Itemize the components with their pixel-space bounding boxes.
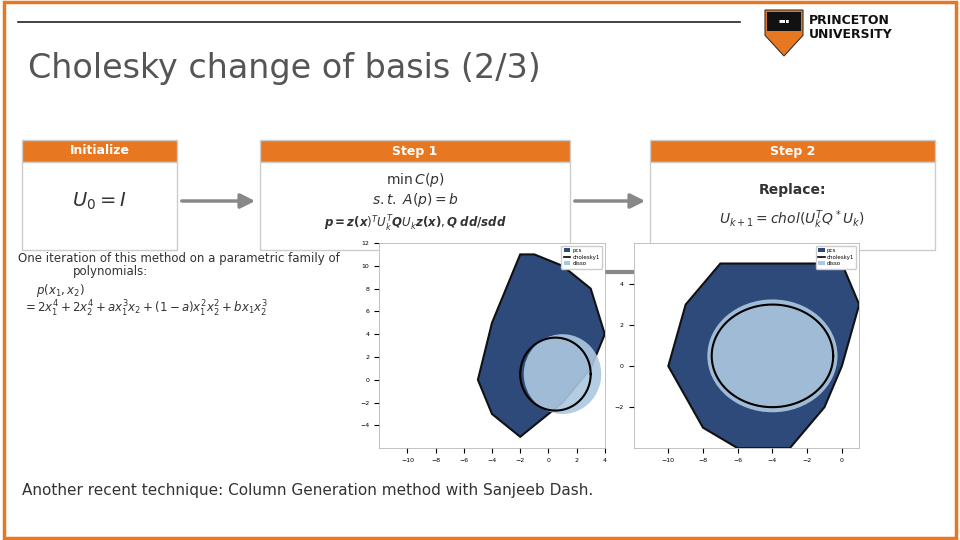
Polygon shape xyxy=(478,254,605,437)
FancyBboxPatch shape xyxy=(22,162,177,250)
Text: Replace:: Replace: xyxy=(758,183,827,197)
FancyBboxPatch shape xyxy=(650,162,935,250)
Text: Cholesky change of basis (2/3): Cholesky change of basis (2/3) xyxy=(28,52,540,85)
Legend: pcs, cholesky1, disso: pcs, cholesky1, disso xyxy=(816,246,856,268)
Text: $\min\,C(p)$: $\min\,C(p)$ xyxy=(386,171,444,189)
Text: Step 2: Step 2 xyxy=(770,145,815,158)
Text: Another recent technique: Column Generation method with Sanjeeb Dash.: Another recent technique: Column Generat… xyxy=(22,483,593,497)
Text: polynomials:: polynomials: xyxy=(73,265,148,278)
Text: ▪▪▪: ▪▪▪ xyxy=(779,18,790,23)
Ellipse shape xyxy=(524,334,601,414)
Text: $U_{k+1} = chol(U_k^T Q^* U_k)$: $U_{k+1} = chol(U_k^T Q^* U_k)$ xyxy=(719,208,866,231)
Legend: pcs, cholesky1, disso: pcs, cholesky1, disso xyxy=(562,246,602,268)
Polygon shape xyxy=(668,264,859,448)
Ellipse shape xyxy=(708,299,837,413)
FancyBboxPatch shape xyxy=(260,162,570,250)
FancyBboxPatch shape xyxy=(650,140,935,162)
Text: $\boldsymbol{p = z(x)^T U_k^T Q U_k z(x), Q\;dd/sdd}$: $\boldsymbol{p = z(x)^T U_k^T Q U_k z(x)… xyxy=(324,214,506,234)
Text: Initialize: Initialize xyxy=(69,145,130,158)
Text: One iteration of this method on a parametric family of: One iteration of this method on a parame… xyxy=(18,252,340,265)
Text: $U_0 = I$: $U_0 = I$ xyxy=(72,191,127,212)
Text: $s.t.\;A(p) = b$: $s.t.\;A(p) = b$ xyxy=(372,191,459,209)
Text: UNIVERSITY: UNIVERSITY xyxy=(809,28,893,41)
Text: $= 2x_1^4 + 2x_2^4 + ax_1^3 x_2 + (1-a)x_1^2 x_2^2 + bx_1 x_2^3$: $= 2x_1^4 + 2x_2^4 + ax_1^3 x_2 + (1-a)x… xyxy=(23,299,268,319)
Text: PRINCETON: PRINCETON xyxy=(809,14,890,27)
FancyBboxPatch shape xyxy=(22,140,177,162)
Text: Step 1: Step 1 xyxy=(393,145,438,158)
FancyBboxPatch shape xyxy=(260,140,570,162)
Polygon shape xyxy=(765,10,803,56)
Text: $p(x_1, x_2)$: $p(x_1, x_2)$ xyxy=(36,282,84,299)
Polygon shape xyxy=(767,12,801,31)
